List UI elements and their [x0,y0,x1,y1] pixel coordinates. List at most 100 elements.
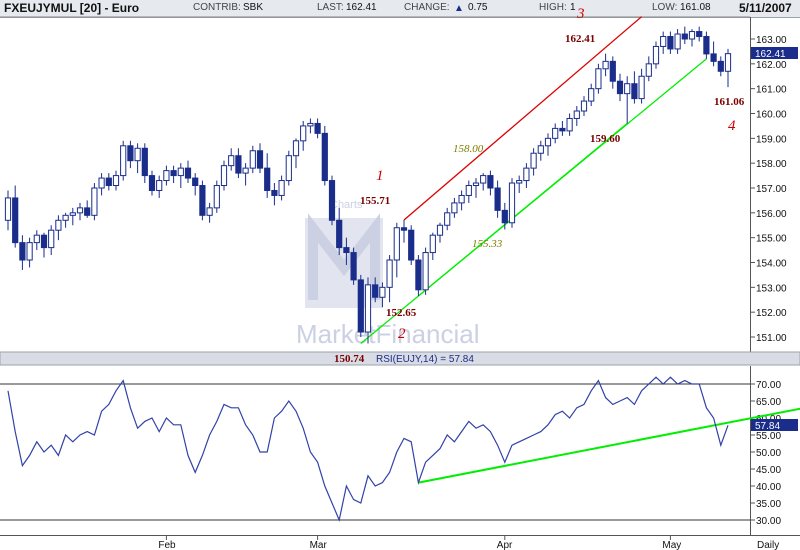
candle-body [458,194,465,204]
candle-body [588,88,595,102]
contrib-label: CONTRIB: [193,2,241,13]
candle-body [285,155,292,182]
candle-body [544,137,552,147]
candle-body [177,167,184,177]
candle-body [328,180,336,221]
candle-body [616,80,624,95]
annotation-152-65: 152.65 [386,307,417,319]
candle-body [559,127,566,132]
rsi-tick-label: 55.00 [756,431,781,442]
annotation-155-33: 155.33 [472,238,503,250]
candle-body [393,227,400,261]
candle-body [112,175,120,187]
candle-body [681,33,688,40]
price-tick-label: 151.00 [756,333,787,344]
candle-body [638,75,645,100]
candle-body [537,145,544,154]
wave-label-4: 4 [728,118,736,134]
low-label: LOW: [652,2,678,13]
candle-body [465,185,472,196]
candle-body [91,187,98,216]
price-tick-label: 161.00 [756,85,787,96]
price-tick-label: 153.00 [756,283,787,294]
candle-body [674,33,681,50]
candle-body [33,234,40,244]
candle-body [48,229,55,249]
change-up-icon: ▲ [454,3,464,14]
annotation-159-60: 159.60 [590,133,621,145]
watermark-small: Charts [330,199,363,211]
candle-body [98,177,105,189]
last-value: 162.41 [346,2,377,13]
candle-body [184,167,192,179]
candle-body [696,31,703,38]
rsi-tick-label: 70.00 [756,380,781,391]
candle-body [523,167,530,182]
annotation-158-00: 158.00 [453,143,484,155]
change-value: 0.75 [468,2,488,13]
candle-body [480,175,487,184]
rsi-title: RSI(EUJY,14) = 57.84 [376,354,474,365]
candle-body [235,155,242,174]
candle-body [372,284,379,298]
price-tick-label: 154.00 [756,259,787,270]
candle-body [566,117,573,132]
candle-body [69,212,76,216]
trend-line-support-parallel [417,122,628,297]
candle-body [163,170,170,182]
rsi-tick-label: 40.00 [756,482,781,493]
candle-body [516,180,523,184]
candle-body [472,182,480,187]
candle-body [141,147,148,177]
candle-body [645,63,652,77]
candle-body [408,229,415,261]
candle-body [105,177,112,187]
change-label: CHANGE: [404,2,450,13]
candle-body [336,219,343,249]
watermark-big: MarketFinancial [296,319,480,349]
price-tick-label: 159.00 [756,134,787,145]
candle-body [703,36,710,55]
candle-body [321,132,328,182]
price-tick-label: 155.00 [756,234,787,245]
rsi-tick-label: 45.00 [756,465,781,476]
annotations: 155.71 152.65 150.74 158.00 155.33 162.4… [334,6,745,365]
candle-body [213,185,220,209]
candle-body [256,150,264,169]
candle-body [314,122,321,134]
x-tick-label: Feb [158,540,176,550]
wave-label-2: 2 [398,326,406,342]
candle-body [199,185,206,216]
candle-body [76,207,84,214]
candle-body [429,234,436,254]
candle-body [595,68,602,90]
annotation-162-41: 162.41 [565,33,595,45]
candle-body [350,252,357,281]
candle-body [580,100,588,112]
rsi-tick-label: 30.00 [756,516,781,527]
candle-body [487,175,494,189]
price-tick-label: 157.00 [756,184,787,195]
candle-body [156,180,163,191]
candle-body [62,214,69,221]
candle-body [192,177,199,187]
price-tick-label: 158.00 [756,159,787,170]
candle-body [379,286,386,298]
low-value: 161.08 [680,2,711,13]
candle-body [206,207,213,216]
candle-body [386,259,393,288]
rsi-tick-label: 50.00 [756,448,781,459]
candle-body [400,227,408,231]
candle-body [667,36,674,50]
candle-body [357,279,364,333]
candle-body [148,175,156,191]
annotation-150-74: 150.74 [334,353,365,365]
candle-body [364,284,372,333]
last-price-badge-text: 162.41 [755,49,786,60]
x-tick-label: Apr [497,540,513,550]
candle-body [264,167,271,191]
candle-body [552,127,559,139]
price-tick-label: 160.00 [756,110,787,121]
wave-label-3: 3 [576,6,585,22]
